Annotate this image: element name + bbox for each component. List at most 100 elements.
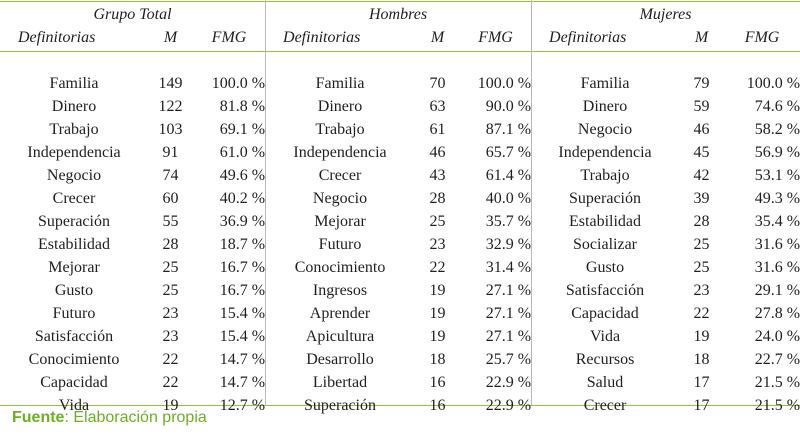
table-row: Capacidad 22 14.7 % Libertad 16 22.9 % Salud 17… (0, 371, 800, 394)
table-row: Negocio 74 49.6 % Crecer 43 61.4 % Trabajo 42 53… (0, 164, 800, 187)
fmg-cell: 12.7 % (219, 397, 266, 414)
bottom-rule (0, 405, 800, 406)
spacer-row (0, 49, 800, 72)
definitoria-cell: Ingresos (312, 282, 368, 299)
m-cell: 42 (693, 167, 710, 184)
table-row: Familia 149 100.0 % Familia 70 100.0 % Familia… (0, 72, 800, 95)
fmg-cell: 58.2 % (754, 121, 800, 138)
table-row: Futuro 23 15.4 % Aprender 19 27.1 % Capacidad 2… (0, 302, 800, 325)
definitoria-cell: Crecer (583, 397, 627, 414)
fmg-cell: 27.1 % (485, 328, 532, 345)
m-cell: 59 (693, 98, 710, 115)
source-text: : Elaboración propia (64, 409, 207, 426)
definitoria-cell: Vida (589, 328, 621, 345)
definitoria-cell: Salud (586, 374, 624, 391)
fmg-cell: 15.4 % (219, 328, 266, 345)
col-header-fmg: FMG (211, 29, 247, 46)
definitoria-cell: Desarrollo (306, 351, 374, 368)
m-cell: 18 (429, 351, 446, 368)
m-cell: 91 (162, 144, 179, 161)
definitoria-cell: Superación (38, 213, 110, 230)
source-label: Fuente (12, 409, 65, 426)
m-cell: 46 (693, 121, 710, 138)
definitoria-cell: Gusto (585, 259, 625, 276)
fmg-cell: 100.0 % (477, 75, 532, 92)
m-cell: 23 (162, 305, 179, 322)
definitoria-cell: Satisfacción (565, 282, 645, 299)
fmg-cell: 21.5 % (754, 374, 800, 391)
m-cell: 28 (429, 190, 446, 207)
m-cell: 25 (693, 236, 710, 253)
fmg-cell: 74.6 % (754, 98, 800, 115)
fmg-cell: 27.8 % (754, 305, 800, 322)
fmg-cell: 24.0 % (754, 328, 800, 345)
fmg-cell: 69.1 % (219, 121, 266, 138)
m-cell: 79 (693, 75, 710, 92)
definitoria-cell: Familia (315, 75, 365, 92)
fmg-cell: 22.7 % (754, 351, 800, 368)
m-cell: 25 (162, 282, 179, 299)
m-cell: 23 (162, 328, 179, 345)
col-header-definitorias: Definitorias (283, 29, 361, 46)
m-cell: 63 (429, 98, 446, 115)
header-rule (0, 51, 800, 52)
m-cell: 19 (693, 328, 710, 345)
m-cell: 23 (693, 282, 710, 299)
definitoria-cell: Negocio (312, 190, 368, 207)
definitoria-cell: Gusto (54, 282, 94, 299)
m-cell: 23 (429, 236, 446, 253)
fmg-cell: 18.7 % (219, 236, 266, 253)
fmg-cell: 32.9 % (485, 236, 532, 253)
m-cell: 61 (429, 121, 446, 138)
table-row: Estabilidad 28 18.7 % Futuro 23 32.9 % Sociali… (0, 233, 800, 256)
m-cell: 22 (162, 351, 179, 368)
definitoria-cell: Dinero (51, 98, 97, 115)
definitoria-cell: Trabajo (315, 121, 365, 138)
m-cell: 17 (693, 397, 710, 414)
fmg-cell: 29.1 % (754, 282, 800, 299)
definitoria-cell: Crecer (52, 190, 96, 207)
definitoria-cell: Dinero (317, 98, 363, 115)
m-cell: 55 (162, 213, 179, 230)
definitoria-cell: Futuro (52, 305, 96, 322)
fmg-cell: 22.9 % (485, 397, 532, 414)
m-cell: 19 (429, 328, 446, 345)
fmg-cell: 16.7 % (219, 259, 266, 276)
fmg-cell: 61.4 % (485, 167, 532, 184)
definitoria-cell: Negocio (46, 167, 102, 184)
definitoria-cell: Crecer (318, 167, 362, 184)
m-cell: 25 (693, 259, 710, 276)
definitoria-cell: Aprender (309, 305, 371, 322)
m-cell: 19 (429, 305, 446, 322)
m-cell: 16 (429, 397, 446, 414)
top-rule (0, 1, 800, 2)
table-row: Independencia 91 61.0 % Independencia 46 65.7… (0, 141, 800, 164)
definitoria-cell: Trabajo (580, 167, 630, 184)
fmg-cell: 27.1 % (485, 305, 532, 322)
column-header-row: Definitorias M FMG Definitorias M FMG De… (0, 26, 800, 49)
m-cell: 25 (162, 259, 179, 276)
definitoria-cell: Vida (58, 397, 90, 414)
group-title-hombres: Hombres (368, 6, 428, 23)
col-header-fmg: FMG (744, 29, 780, 46)
definitoria-cell: Apicultura (305, 328, 375, 345)
m-cell: 149 (158, 75, 183, 92)
definitoria-cell: Satisfacción (34, 328, 114, 345)
col-header-m: M (694, 29, 709, 46)
definitoria-cell: Familia (49, 75, 99, 92)
fmg-cell: 40.2 % (219, 190, 266, 207)
fmg-cell: 81.8 % (219, 98, 266, 115)
table-row: Satisfacción 23 15.4 % Apicultura 19 27.1 % Vi… (0, 325, 800, 348)
col-header-fmg: FMG (478, 29, 513, 46)
m-cell: 19 (162, 397, 179, 414)
definitoria-cell: Superación (304, 397, 376, 414)
fmg-cell: 35.7 % (485, 213, 532, 230)
group-title-total: Grupo Total (93, 6, 172, 23)
table-row: Gusto 25 16.7 % Ingresos 19 27.1 % Satisfacció… (0, 279, 800, 302)
fmg-cell: 31.6 % (754, 236, 800, 253)
m-cell: 19 (429, 282, 446, 299)
table-row: Vida 19 12.7 % Superación 16 22.9 % Crecer 17 21… (0, 394, 800, 417)
fmg-cell: 65.7 % (485, 144, 532, 161)
definitoria-cell: Socializar (573, 236, 637, 253)
